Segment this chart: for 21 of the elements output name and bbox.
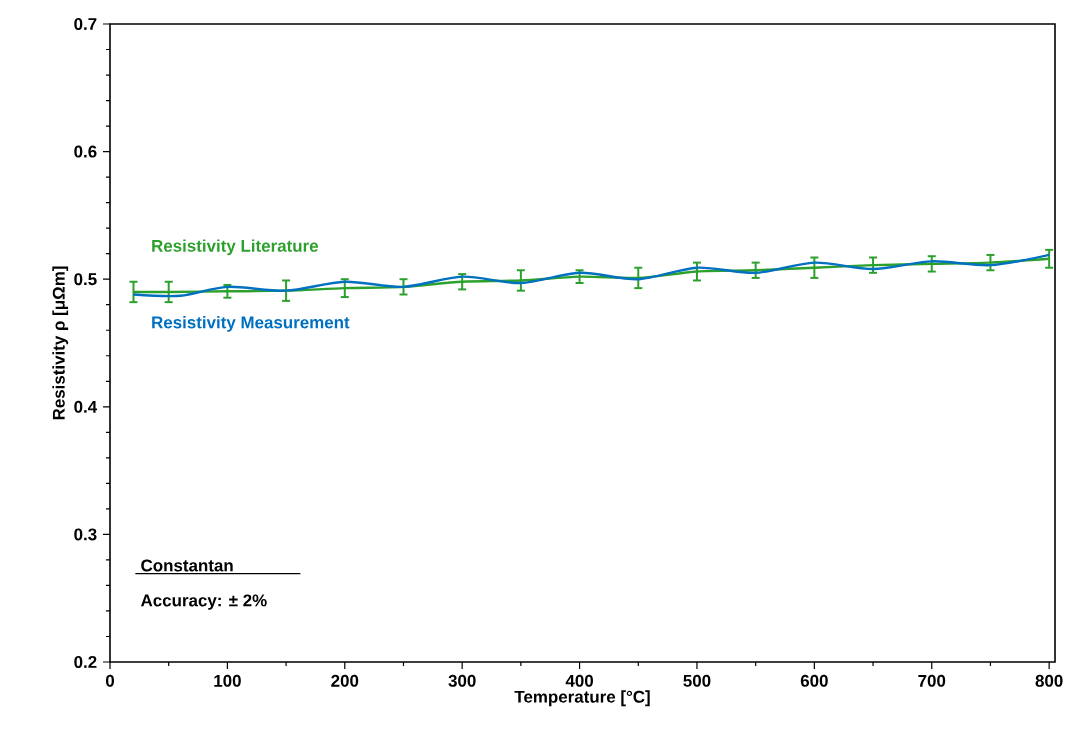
text: Resistivity Literature [152,239,319,256]
y-tick-label: 0.3 [74,528,97,541]
x-tick-label: 200 [331,674,359,687]
x-tick-label: 300 [448,674,476,687]
x-tick-label: 100 [214,674,241,687]
x-tick-label: 0 [105,674,115,687]
annotation: Constantan [141,559,233,572]
x-tick-label: 700 [918,674,946,687]
y-tick-label: 0.6 [74,145,97,158]
y-tick-label: 0.5 [74,273,97,286]
x-tick-label: 400 [565,674,593,687]
y-axis-title: Resistivity ρ [μΩm] [52,266,69,420]
y-tick-label: 0.7 [74,18,97,30]
y-tick-label: 0.4 [74,400,98,413]
series-label: Resistivity Measurement [152,315,350,332]
x-tick-label: 500 [683,674,711,687]
x-axis-title: Temperature [°C] [514,690,650,707]
y-tick-label: 0.2 [74,656,97,668]
annotation: Accuracy: ± 2% [140,594,267,610]
x-tick-label: 800 [1035,674,1063,687]
x-tick-label: 600 [800,674,828,687]
